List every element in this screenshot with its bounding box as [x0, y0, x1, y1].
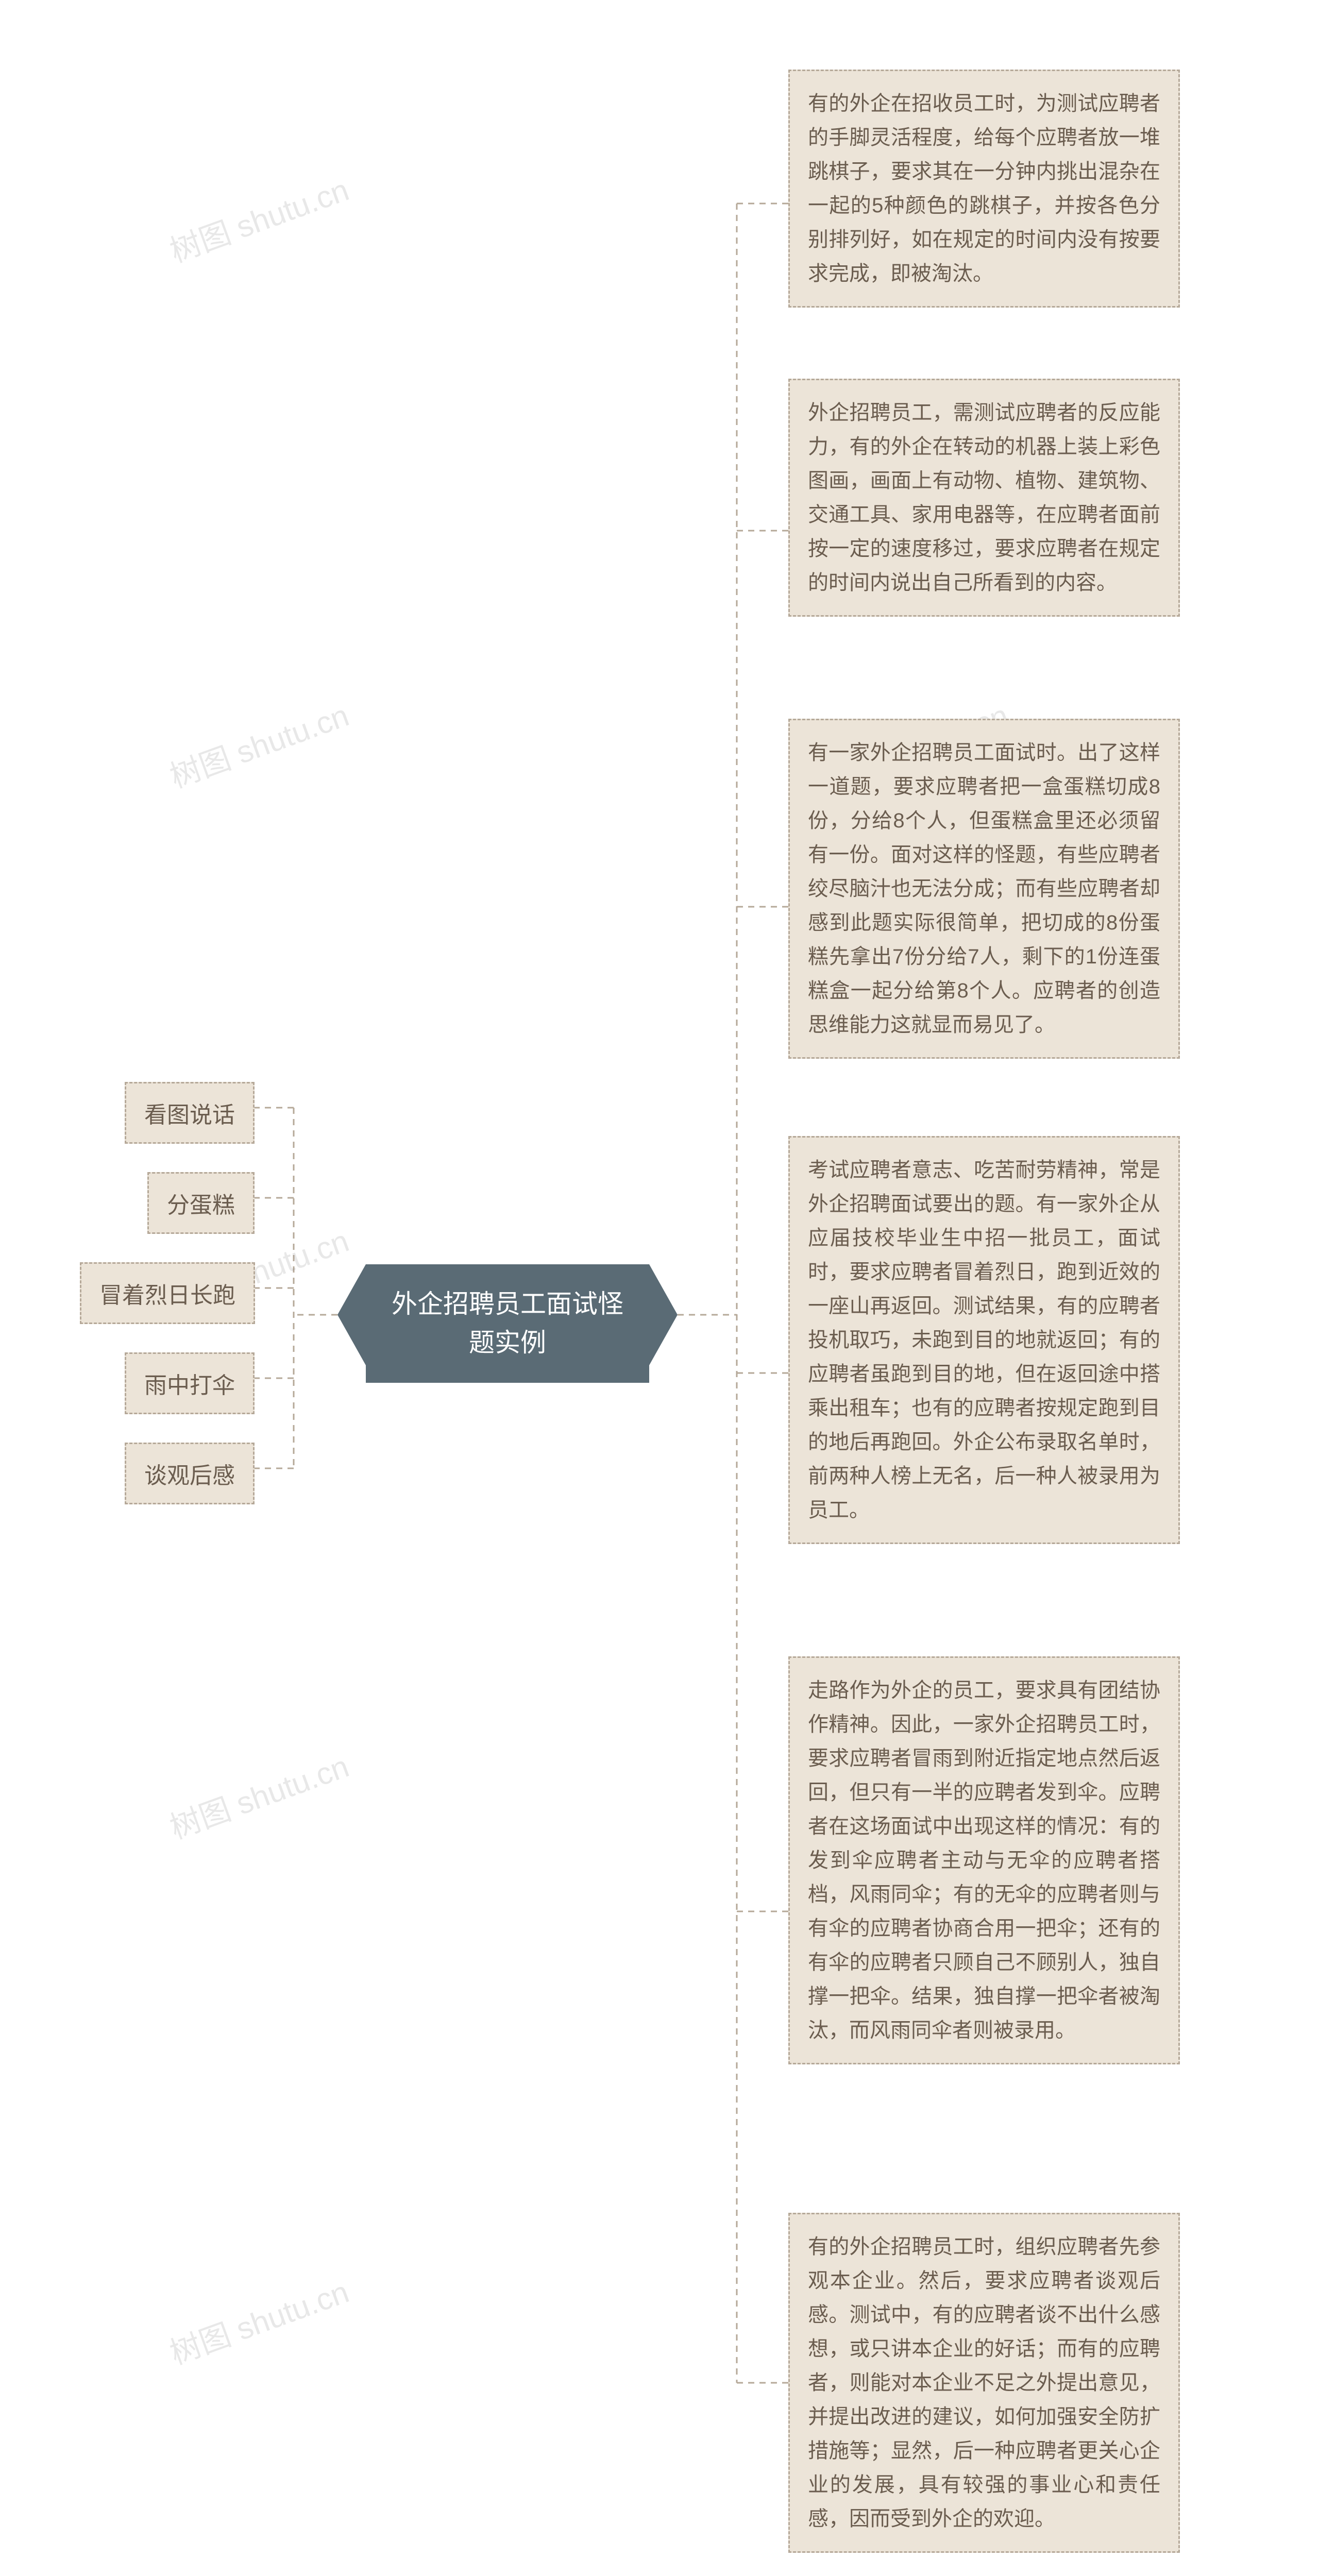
- right-1: 有的外企在招收员工时，为测试应聘者的手脚灵活程度，给每个应聘者放一堆跳棋子，要求…: [788, 70, 1180, 308]
- right-5: 走路作为外企的员工，要求具有团结协作精神。因此，一家外企招聘员工时，要求应聘者冒…: [788, 1656, 1180, 2064]
- right-4: 考试应聘者意志、吃苦耐劳精神，常是外企招聘面试要出的题。有一家外企从应届技校毕业…: [788, 1136, 1180, 1544]
- right-3: 有一家外企招聘员工面试时。出了这样一道题，要求应聘者把一盒蛋糕切成8份，分给8个…: [788, 719, 1180, 1059]
- right-6: 有的外企招聘员工时，组织应聘者先参观本企业。然后，要求应聘者谈观后感。测试中，有…: [788, 2213, 1180, 2553]
- left-3: 冒着烈日长跑: [80, 1262, 255, 1324]
- left-2: 分蛋糕: [147, 1172, 255, 1234]
- watermark: 树图 shutu.cn: [163, 1741, 354, 1848]
- right-2: 外企招聘员工，需测试应聘者的反应能力，有的外企在转动的机器上装上彩色图画，画面上…: [788, 379, 1180, 617]
- left-1: 看图说话: [125, 1082, 255, 1144]
- left-4: 雨中打伞: [125, 1352, 255, 1414]
- left-5: 谈观后感: [125, 1443, 255, 1504]
- center-label: 外企招聘员工面试怪题实例: [392, 1290, 623, 1357]
- watermark: 树图 shutu.cn: [163, 2267, 354, 2373]
- center-node: 外企招聘员工面试怪题实例: [366, 1264, 649, 1383]
- watermark: 树图 shutu.cn: [163, 165, 354, 271]
- watermark: 树图 shutu.cn: [163, 690, 354, 796]
